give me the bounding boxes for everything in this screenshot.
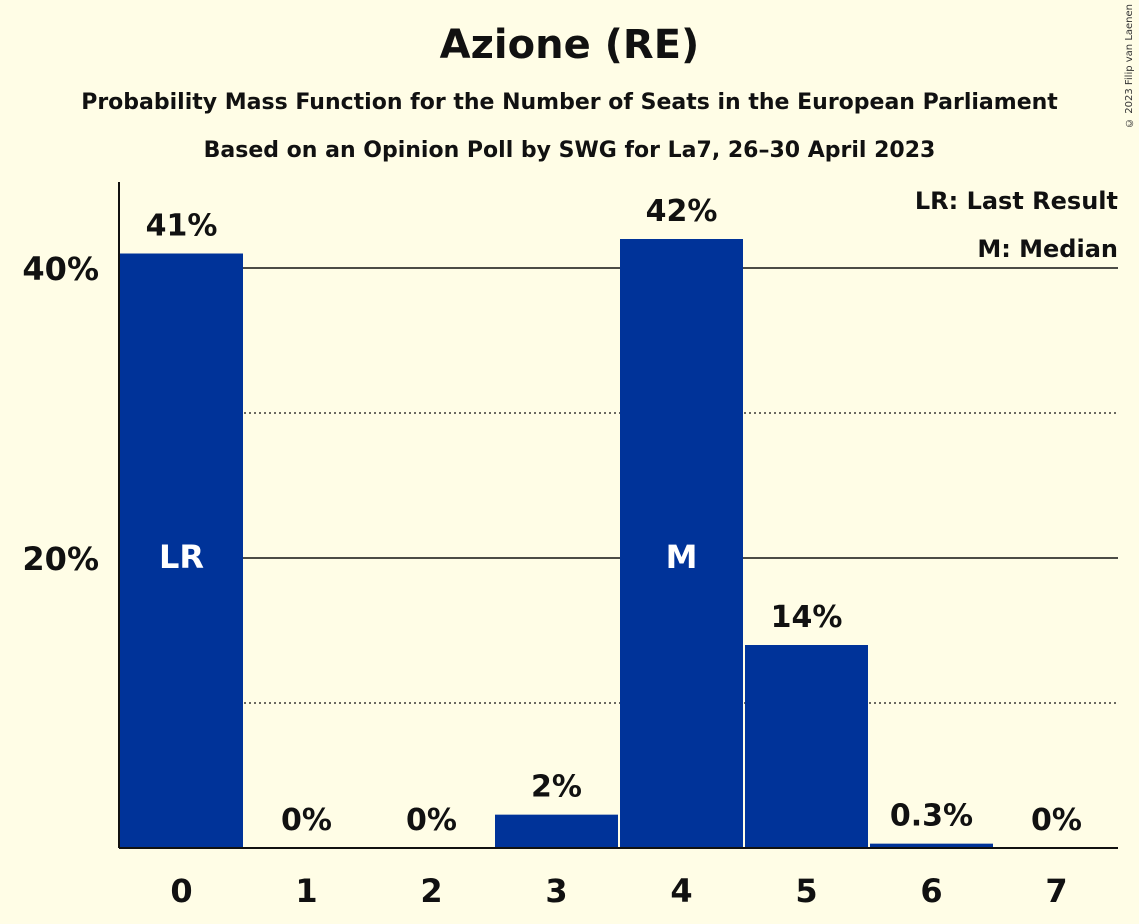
x-tick-label: 2 (420, 872, 442, 910)
bar-marker-lr: LR (159, 538, 204, 576)
value-label-2: 0% (406, 803, 457, 838)
value-label-4: 42% (646, 194, 718, 229)
legend-last-result: LR: Last Result (915, 187, 1118, 215)
value-label-5: 14% (771, 600, 843, 635)
labels-layer: 41% LR 0% 0% 2% 42% M 14% 0.3% 0% (146, 194, 1082, 838)
x-tick-label: 7 (1045, 872, 1067, 910)
value-label-0: 41% (146, 209, 218, 244)
bar-4 (620, 239, 743, 848)
x-tick-label: 6 (920, 872, 942, 910)
value-label-3: 2% (531, 770, 582, 805)
chart-title: Azione (RE) (439, 22, 700, 68)
x-tick-label: 1 (295, 872, 317, 910)
value-label-6: 0.3% (890, 799, 973, 834)
value-label-7: 0% (1031, 803, 1082, 838)
value-label-1: 0% (281, 803, 332, 838)
bar-0 (120, 253, 243, 848)
bar-6 (870, 843, 993, 848)
y-tick-label: 40% (22, 250, 99, 288)
bar-3 (495, 814, 618, 848)
x-tick-label: 3 (545, 872, 567, 910)
y-tick-label: 20% (22, 540, 99, 578)
chart-subtitle: Probability Mass Function for the Number… (81, 90, 1058, 115)
x-tick-label: 5 (795, 872, 817, 910)
legend: LR: Last Result M: Median (915, 187, 1118, 263)
x-tick-label: 0 (170, 872, 192, 910)
chart-source-subtitle: Based on an Opinion Poll by SWG for La7,… (203, 138, 936, 163)
bars-layer (120, 239, 993, 848)
bar-marker-m: M (666, 538, 698, 576)
x-tick-label: 4 (670, 872, 692, 910)
legend-median: M: Median (977, 235, 1118, 263)
axis-layer: 20% 40% 0 1 2 3 4 5 6 7 (22, 182, 1118, 910)
grid-layer (119, 267, 1118, 704)
bar-5 (745, 645, 868, 848)
